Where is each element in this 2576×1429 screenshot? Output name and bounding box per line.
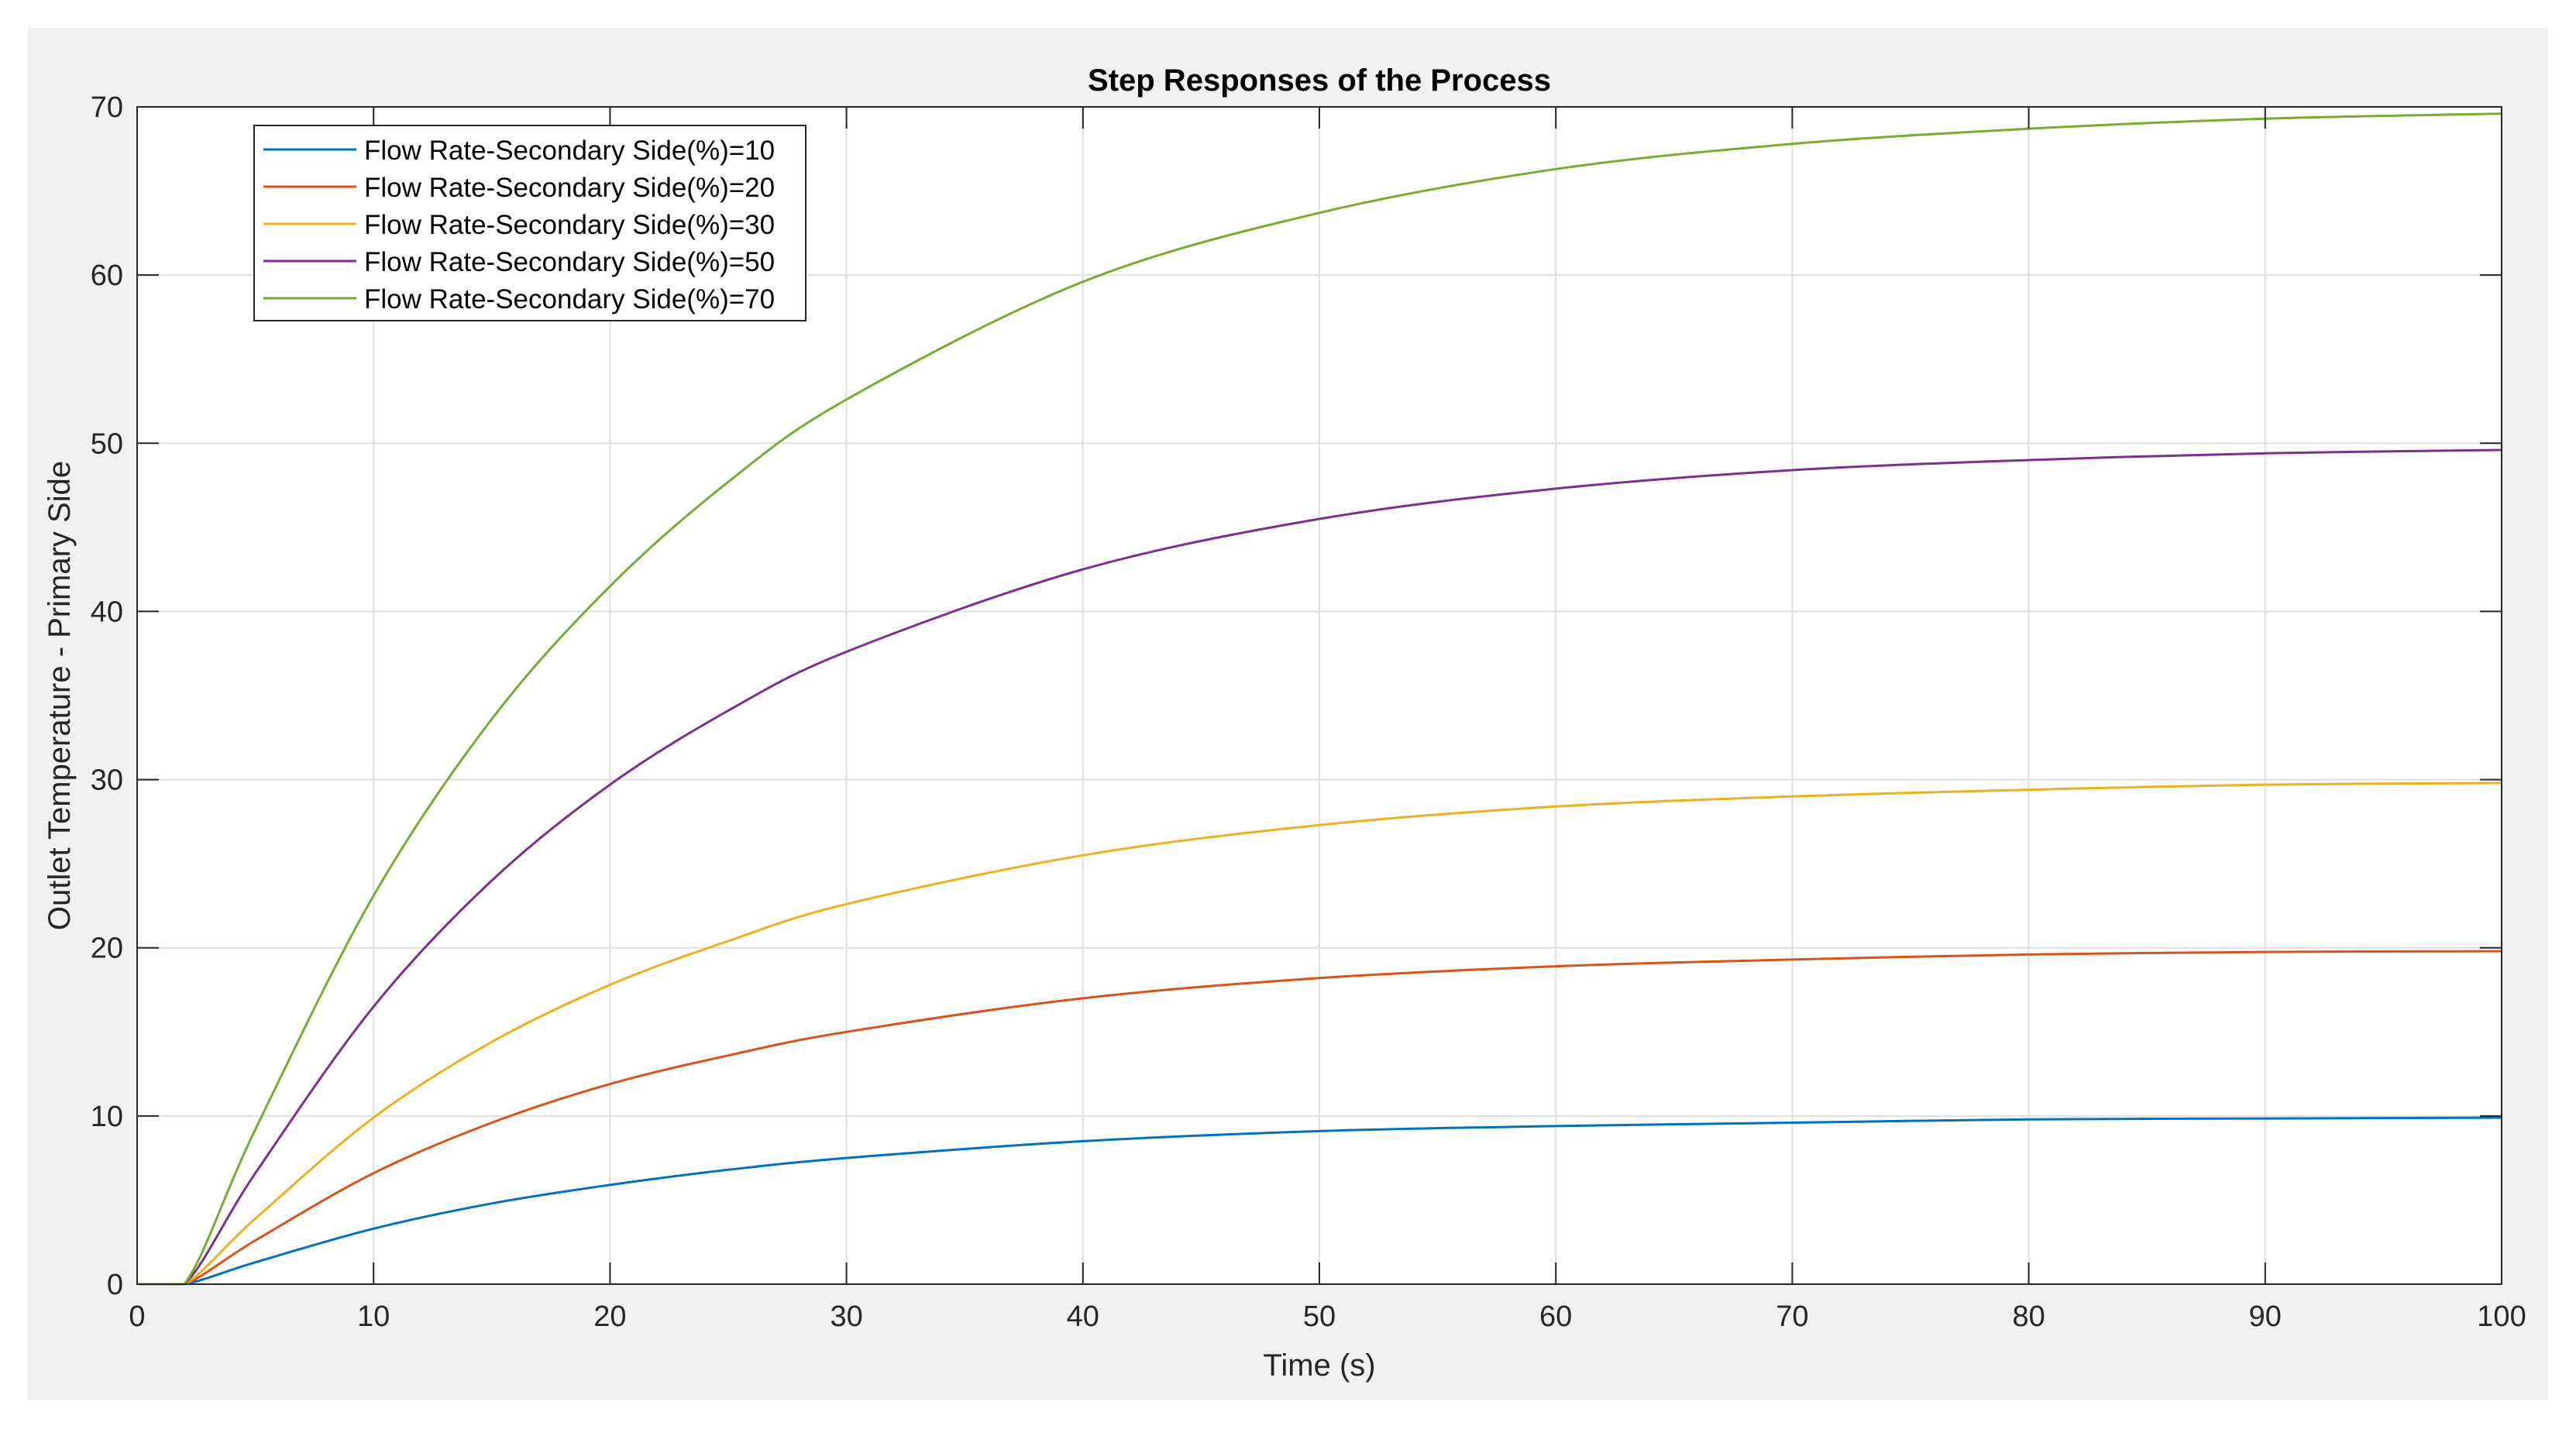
y-tick-label: 70: [91, 91, 123, 124]
series-layer: [137, 112, 2502, 1286]
series-line-1: [137, 1116, 2502, 1286]
series-line-5: [137, 112, 2502, 1286]
x-tick-label: 100: [2477, 1300, 2526, 1333]
x-tick-label: 30: [830, 1300, 862, 1333]
legend-label-2: Flow Rate-Secondary Side(%)=20: [364, 173, 775, 203]
y-tick-label: 10: [91, 1101, 123, 1133]
legend: Flow Rate-Secondary Side(%)=10 Flow Rate-…: [253, 125, 807, 321]
y-tick-label: 30: [91, 764, 123, 797]
tick-marks: [136, 106, 2502, 1285]
x-tick-label: 50: [1303, 1300, 1336, 1333]
y-tick-label: 20: [91, 933, 123, 965]
legend-label-1: Flow Rate-Secondary Side(%)=10: [364, 136, 775, 166]
y-tick-label: 40: [91, 596, 123, 628]
series-line-4: [137, 448, 2502, 1286]
y-tick-label: 50: [91, 428, 123, 460]
x-tick-label: 70: [1776, 1300, 1808, 1333]
series-line-2: [137, 950, 2502, 1286]
y-axis-label: Outlet Temperature - Primary Side: [43, 461, 77, 930]
x-tick-label: 60: [1539, 1300, 1572, 1333]
series-line-3: [137, 781, 2502, 1286]
legend-label-3: Flow Rate-Secondary Side(%)=30: [364, 210, 775, 240]
y-tick-label: 60: [91, 259, 123, 292]
x-tick-label: 10: [357, 1300, 390, 1333]
chart-title: Step Responses of the Process: [1088, 64, 1551, 98]
x-tick-label: 0: [129, 1300, 145, 1333]
x-tick-label: 80: [2012, 1300, 2045, 1333]
x-tick-label: 90: [2249, 1300, 2282, 1333]
legend-label-5: Flow Rate-Secondary Side(%)=70: [364, 284, 775, 314]
x-tick-label: 20: [593, 1300, 626, 1333]
tick-labels: 0 10 20 30 40 50 60 70 80 90 100 0 10 20 30 40 50 60 70: [91, 91, 2526, 1333]
y-tick-label: 0: [107, 1269, 123, 1301]
x-axis-label: Time (s): [1263, 1348, 1375, 1383]
x-tick-label: 40: [1067, 1300, 1099, 1333]
legend-label-4: Flow Rate-Secondary Side(%)=50: [364, 247, 775, 277]
